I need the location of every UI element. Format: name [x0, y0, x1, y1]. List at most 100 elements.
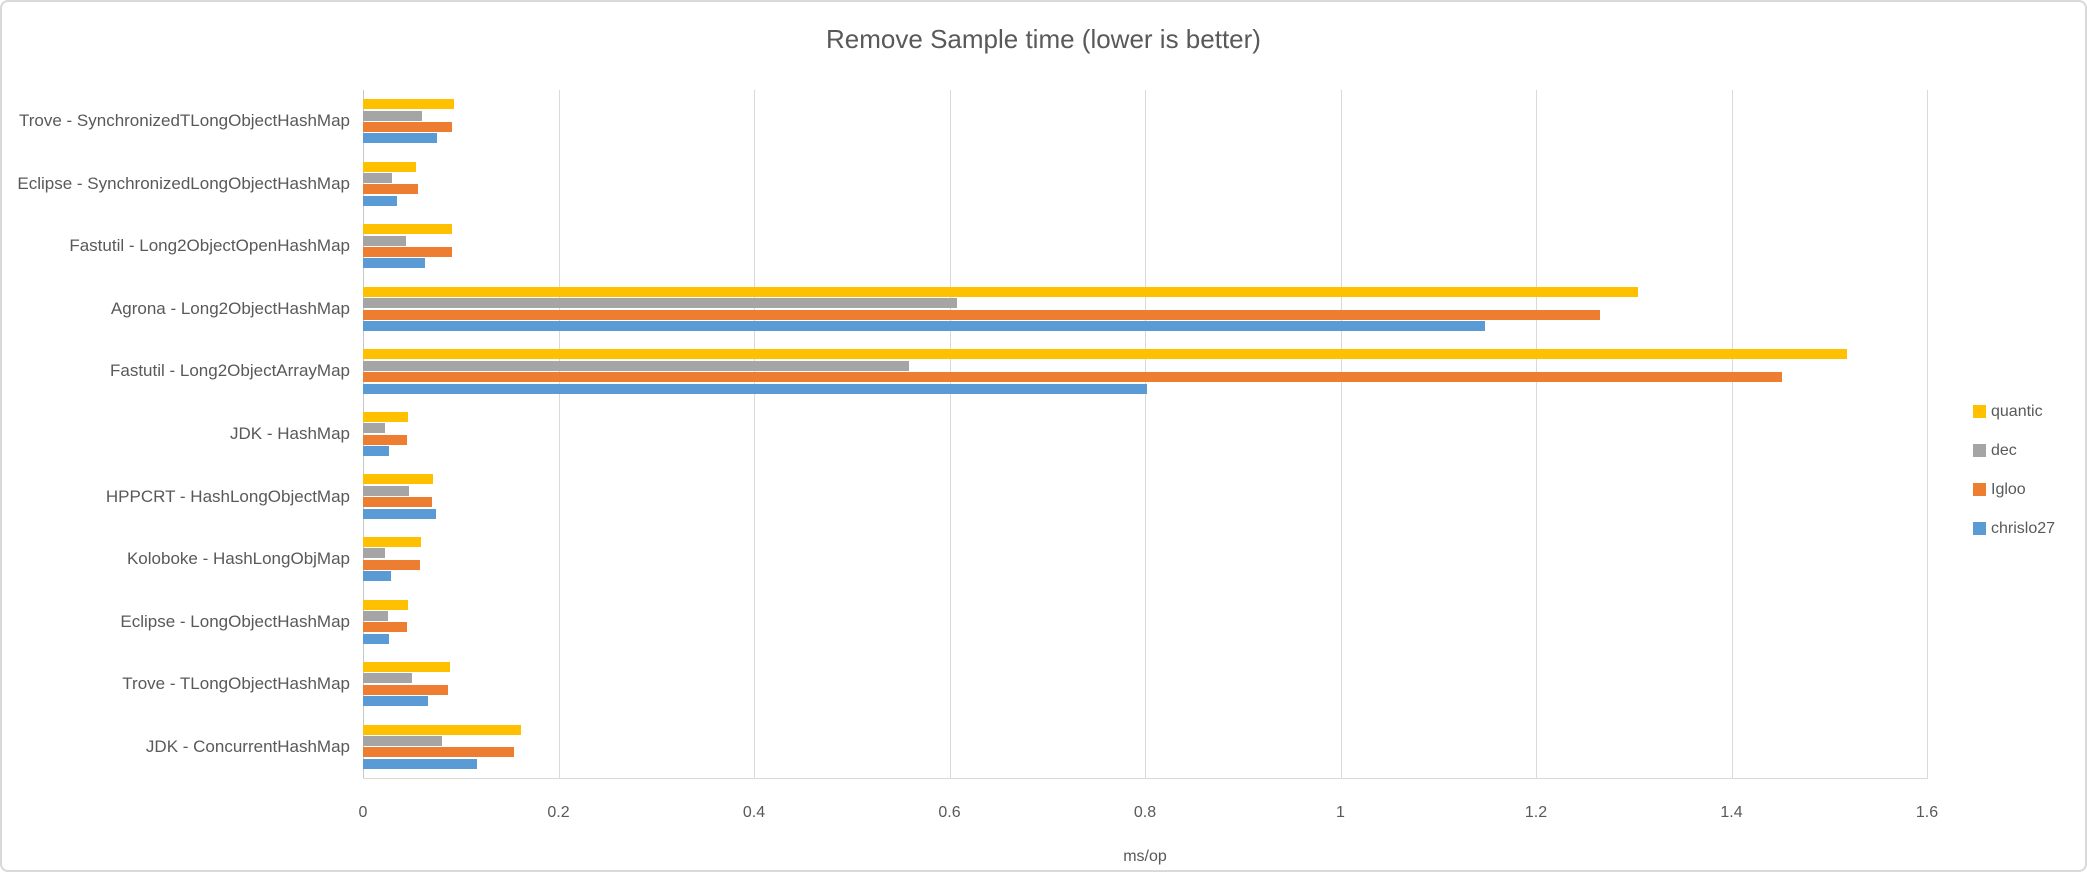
category-label: Agrona - Long2ObjectHashMap — [110, 298, 350, 318]
bar-quantic — [363, 161, 416, 172]
legend-swatch-icon — [1973, 405, 1986, 418]
category-label: Fastutil - Long2ObjectArrayMap — [110, 361, 350, 381]
bar-dec — [363, 485, 409, 496]
bar-chrislo27 — [363, 133, 438, 144]
x-tick-label: 0.2 — [547, 804, 570, 821]
category-label: Eclipse - SynchronizedLongObjectHashMap — [17, 173, 350, 193]
bar-Igloo — [363, 747, 514, 758]
bar-dec — [363, 173, 393, 184]
y-axis-line — [363, 90, 364, 778]
bar-dec — [363, 673, 412, 684]
legend: quantic dec Igloo chrislo27 — [1973, 392, 2055, 548]
bar-dec — [363, 610, 389, 621]
legend-swatch-icon — [1973, 522, 1986, 535]
bar-quantic — [363, 662, 450, 673]
x-tick-label: 0.6 — [938, 804, 961, 821]
x-tick-label: 0 — [358, 804, 368, 821]
bar-quantic — [363, 99, 454, 110]
bar-Igloo — [363, 247, 452, 258]
category-label: HPPCRT - HashLongObjectMap — [105, 486, 350, 506]
bar-Igloo — [363, 684, 449, 695]
bar-quantic — [363, 286, 1638, 297]
bar-quantic — [363, 349, 1847, 360]
bar-Igloo — [363, 121, 452, 132]
x-tick-label: 1 — [1336, 804, 1345, 821]
category-label: Koloboke - HashLongObjMap — [126, 549, 350, 569]
gridline — [949, 90, 951, 778]
gridline — [558, 90, 560, 778]
legend-item-Igloo: Igloo — [1973, 470, 2055, 509]
category-label: JDK - ConcurrentHashMap — [145, 736, 350, 756]
bar-quantic — [363, 537, 421, 548]
legend-item-quantic: quantic — [1973, 392, 2055, 431]
bar-chrislo27 — [363, 633, 390, 644]
bar-chrislo27 — [363, 696, 428, 707]
bar-chrislo27 — [363, 508, 437, 519]
bar-group — [363, 215, 1927, 278]
gridline — [1731, 90, 1733, 778]
bar-group — [363, 340, 1927, 403]
x-tick-label: 0.8 — [1133, 804, 1157, 821]
legend-item-dec: dec — [1973, 431, 2055, 470]
bar-Igloo — [363, 184, 418, 195]
bar-Igloo — [363, 434, 407, 445]
x-tick-label: 1.2 — [1524, 804, 1548, 821]
bar-quantic — [363, 599, 408, 610]
gridline — [1536, 90, 1537, 778]
gridline — [754, 90, 755, 778]
bar-group — [363, 153, 1927, 216]
bar-quantic — [363, 224, 452, 235]
x-tick-label: 0.4 — [742, 804, 766, 821]
bar-group — [363, 528, 1927, 591]
bar-dec — [363, 360, 910, 371]
category-label: Fastutil - Long2ObjectOpenHashMap — [69, 236, 350, 256]
legend-label: dec — [1991, 441, 2017, 459]
category-label: Trove - SynchronizedTLongObjectHashMap — [18, 111, 350, 131]
bar-group — [363, 590, 1927, 653]
bar-chrislo27 — [363, 258, 425, 269]
legend-label: chrislo27 — [1991, 519, 2056, 537]
bar-dec — [363, 298, 958, 309]
gridline — [1927, 90, 1928, 778]
category-label: Trove - TLongObjectHashMap — [122, 674, 350, 694]
bar-group — [363, 90, 1927, 153]
bar-group — [363, 465, 1927, 528]
bar-Igloo — [363, 309, 1600, 320]
bar-chrislo27 — [363, 383, 1147, 394]
x-axis-line — [363, 778, 1928, 779]
gridline — [1145, 90, 1146, 778]
legend-item-chrislo27: chrislo27 — [1973, 509, 2055, 548]
x-tick-label: 1.6 — [1915, 804, 1939, 821]
category-label: JDK - HashMap — [230, 424, 350, 443]
bar-Igloo — [363, 497, 433, 508]
bar-Igloo — [363, 622, 407, 633]
bar-dec — [363, 423, 386, 434]
bar-quantic — [363, 411, 408, 422]
bar-chrislo27 — [363, 446, 390, 457]
bar-chrislo27 — [363, 320, 1486, 331]
bar-quantic — [363, 474, 434, 485]
bar-Igloo — [363, 559, 420, 570]
category-label: Eclipse - LongObjectHashMap — [120, 611, 350, 631]
bar-Igloo — [363, 372, 1783, 383]
legend-label: quantic — [1991, 402, 2043, 420]
legend-label: Igloo — [1991, 480, 2026, 498]
bar-chrislo27 — [363, 571, 392, 582]
bar-group — [363, 653, 1927, 716]
bar-chrislo27 — [363, 758, 478, 769]
bar-group — [363, 715, 1927, 778]
plot-area — [363, 90, 1928, 778]
gridline — [1340, 90, 1342, 778]
x-axis-title: ms/op — [1123, 848, 1167, 865]
bar-chrislo27 — [363, 195, 398, 206]
chart-title: Remove Sample time (lower is better) — [826, 24, 1261, 54]
legend-swatch-icon — [1973, 444, 1986, 457]
legend-swatch-icon — [1973, 483, 1986, 496]
bar-group — [363, 278, 1927, 341]
bar-dec — [363, 110, 422, 121]
bar-dec — [363, 235, 406, 246]
bar-group — [363, 403, 1927, 466]
bar-dec — [363, 548, 386, 559]
bar-quantic — [363, 724, 522, 735]
